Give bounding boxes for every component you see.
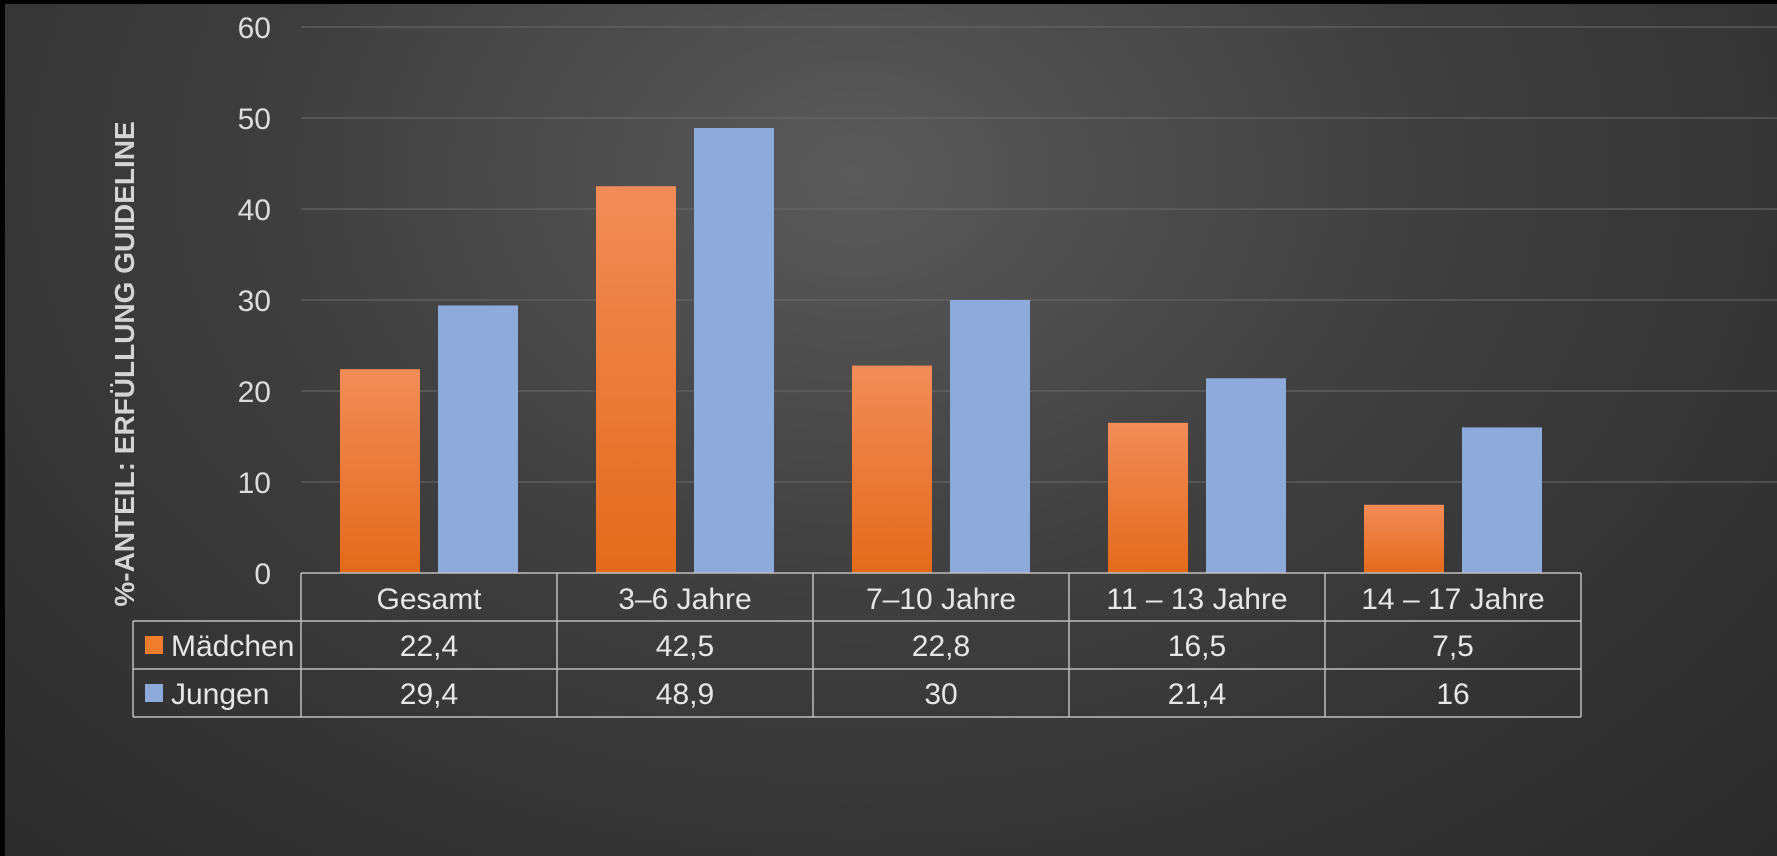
- bar-maedchen: [852, 365, 932, 573]
- y-tick-label: 60: [238, 12, 271, 45]
- legend-swatch: [145, 636, 163, 654]
- bar-jungen: [438, 305, 518, 573]
- category-label: 14 – 17 Jahre: [1361, 583, 1544, 616]
- y-tick-label: 30: [238, 285, 271, 318]
- legend-label: Jungen: [171, 678, 269, 711]
- category-label: 11 – 13 Jahre: [1106, 583, 1287, 616]
- data-table: Gesamt 3–6 Jahre 7–10 Jahre 11 – 13 Jahre 14…: [132, 572, 1582, 718]
- y-tick-label: 20: [238, 376, 271, 409]
- data-value-label: 48,9: [656, 678, 714, 711]
- bars: [340, 128, 1542, 573]
- bar-maedchen: [1108, 422, 1188, 573]
- data-value-label: 16: [1436, 678, 1469, 711]
- category-label: 7–10 Jahre: [866, 583, 1016, 616]
- legend-swatch: [145, 684, 163, 702]
- y-axis-label: %-ANTEIL: ERFÜLLUNG GUIDELINE: [109, 121, 140, 606]
- category-label: Gesamt: [376, 583, 482, 616]
- y-tick-labels: 0 10 20 30 40 50 60: [238, 12, 271, 591]
- legend-label: Mädchen: [171, 630, 294, 663]
- bar-jungen: [694, 128, 774, 573]
- bar-maedchen: [1364, 504, 1444, 573]
- data-value-label: 22,8: [912, 630, 970, 663]
- bar-jungen: [1206, 378, 1286, 573]
- bar-chart: 0 10 20 30 40 50 60 %-ANTEIL: ERFÜLLUNG GUIDEL…: [109, 12, 1777, 718]
- data-value-label: 42,5: [656, 630, 714, 663]
- y-tick-label: 0: [254, 558, 271, 591]
- bar-maedchen: [340, 369, 420, 573]
- y-tick-label: 40: [238, 194, 271, 227]
- data-value-label: 16,5: [1168, 630, 1226, 663]
- data-value-label: 29,4: [400, 678, 458, 711]
- y-tick-label: 50: [238, 103, 271, 136]
- gridlines: [301, 26, 1777, 483]
- bar-jungen: [1462, 427, 1542, 573]
- bar-maedchen: [596, 186, 676, 573]
- chart-area: 0 10 20 30 40 50 60 %-ANTEIL: ERFÜLLUNG GUIDEL…: [5, 4, 1777, 856]
- bar-jungen: [950, 300, 1030, 573]
- category-label: 3–6 Jahre: [618, 583, 751, 616]
- y-tick-label: 10: [238, 467, 271, 500]
- data-value-label: 7,5: [1432, 630, 1474, 663]
- data-value-label: 21,4: [1168, 678, 1226, 711]
- data-value-label: 30: [924, 678, 957, 711]
- data-value-label: 22,4: [400, 630, 458, 663]
